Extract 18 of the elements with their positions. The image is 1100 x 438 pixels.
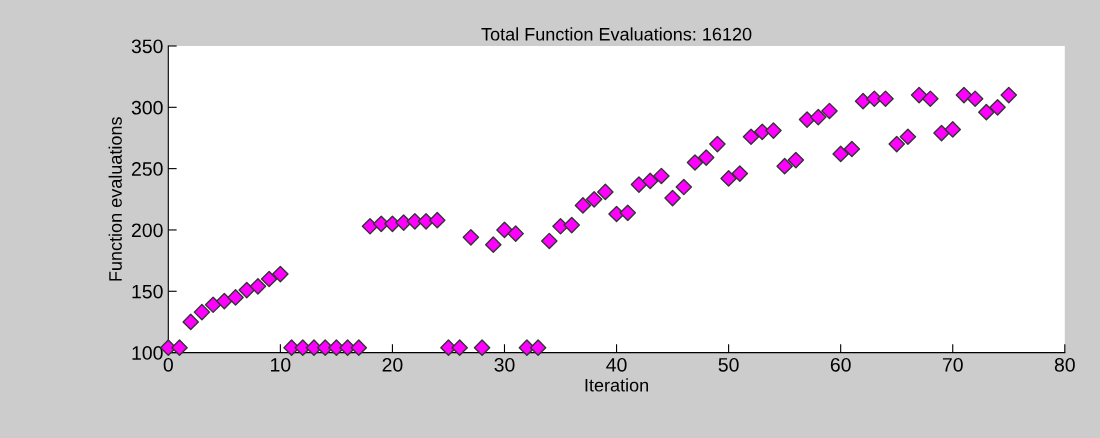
x-tick-label: 60: [830, 357, 851, 372]
y-tick-label: 150: [132, 284, 163, 299]
x-tick-label: 40: [606, 357, 627, 372]
x-tick-label: 20: [382, 357, 403, 372]
x-tick-label: 30: [494, 357, 515, 372]
y-tick-label: 100: [132, 346, 163, 360]
x-tick-label: 0: [163, 357, 173, 372]
x-tick-label: 80: [1054, 357, 1075, 372]
x-tick-label: 10: [271, 357, 291, 372]
y-axis-title: Function evaluations: [108, 117, 122, 281]
y-tick-label: 300: [131, 100, 163, 115]
x-axis-title: Iteration: [585, 378, 648, 392]
x-tick-label: 70: [942, 357, 963, 372]
y-tick-label: 350: [131, 39, 163, 54]
x-tick-label: 50: [718, 357, 739, 372]
y-tick-label: 200: [131, 223, 163, 238]
chart-title: Total Function Evaluations: 16120: [481, 27, 752, 41]
y-tick-label: 250: [131, 162, 163, 176]
